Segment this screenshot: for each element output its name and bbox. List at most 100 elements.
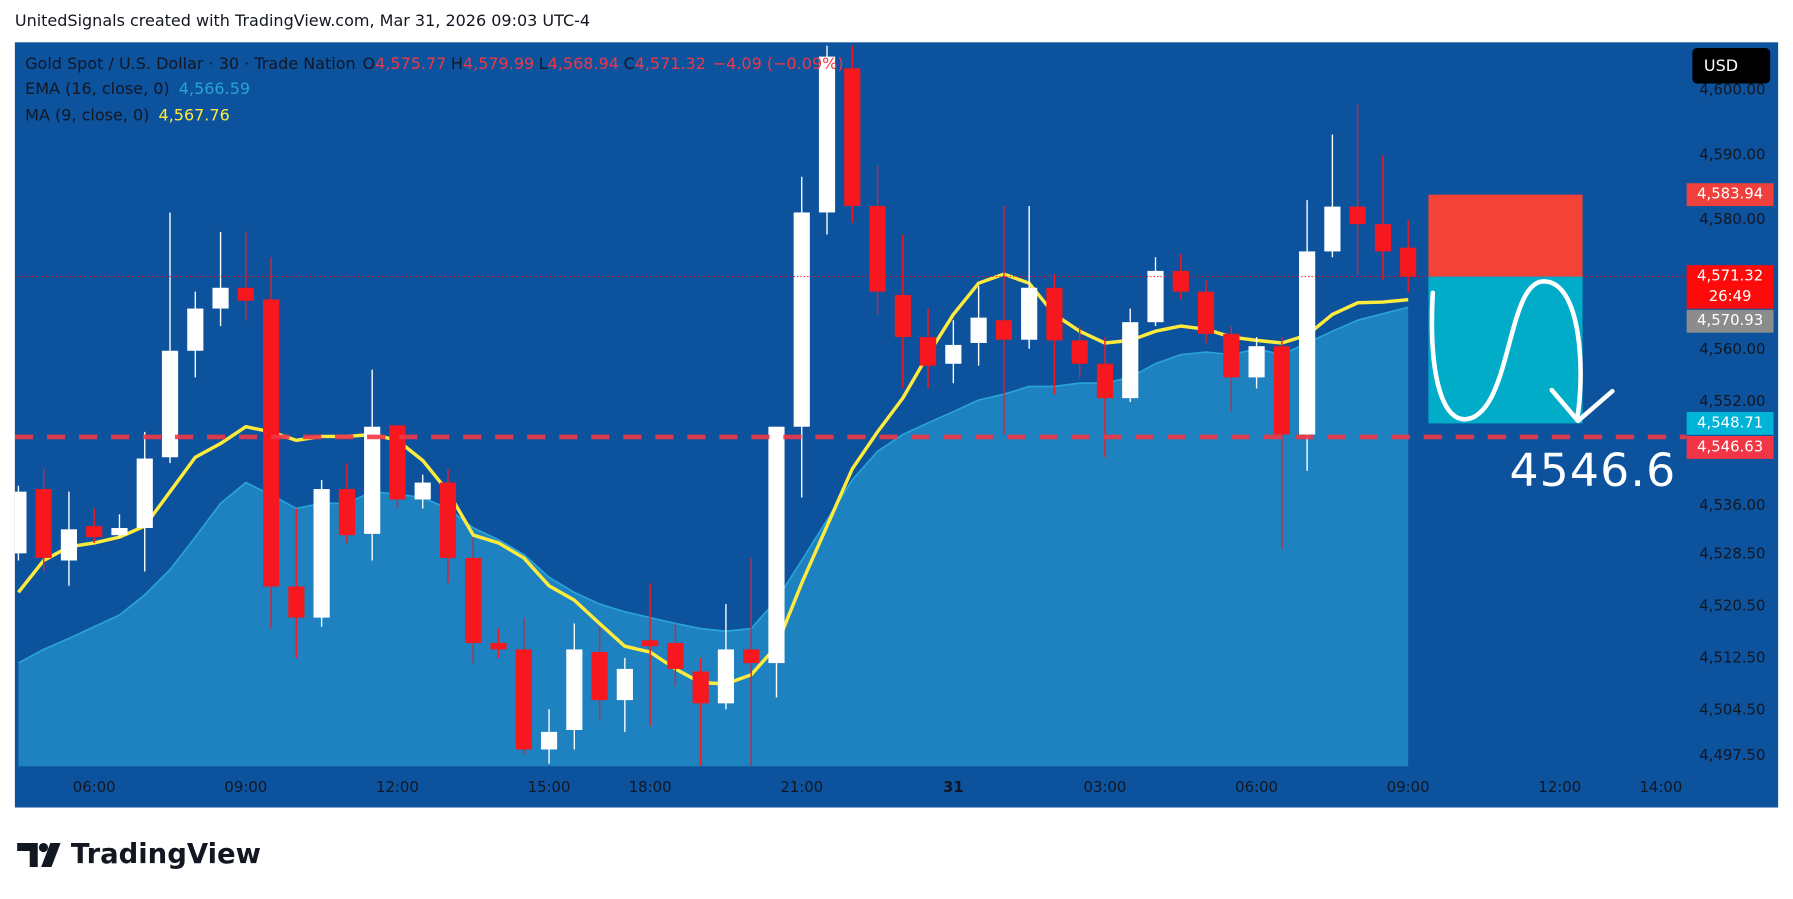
- x-tick-label: 12:00: [1538, 778, 1581, 796]
- drawn-arrowhead: [1549, 387, 1615, 424]
- y-tick-label: 4,520.50: [1699, 597, 1765, 615]
- symbol-title: Gold Spot / U.S. Dollar · 30 · Trade Nat…: [25, 54, 355, 73]
- candle-body: [1096, 363, 1114, 399]
- legend-ema: EMA (16, close, 0) 4,566.59: [25, 79, 250, 98]
- candle-body: [389, 425, 406, 500]
- candle-body: [844, 68, 861, 206]
- candle-body: [995, 320, 1012, 340]
- y-tick-label: 4,497.50: [1699, 746, 1765, 764]
- candle-body: [14, 491, 27, 554]
- x-tick-label: 09:00: [1387, 778, 1430, 796]
- candle-body: [1046, 287, 1063, 341]
- ohlc-field: H: [451, 54, 463, 73]
- candle-body: [1374, 224, 1392, 252]
- ohlc-field: L: [539, 54, 548, 73]
- annotation: 4546.6: [1509, 444, 1676, 497]
- ohlc-field: C: [623, 54, 634, 73]
- candle-body: [60, 529, 78, 561]
- y-tick-label: 4,528.50: [1699, 545, 1765, 563]
- countdown-label: 26:49: [1709, 287, 1752, 305]
- candle-body: [1071, 340, 1088, 364]
- y-tick-label: 4,552.00: [1699, 392, 1765, 410]
- candle-body: [692, 671, 709, 704]
- currency-label[interactable]: USD: [1704, 56, 1738, 75]
- indicator-line: [18, 306, 1409, 664]
- x-tick-label: 21:00: [780, 778, 823, 796]
- candle-body: [313, 489, 330, 618]
- candle-body: [970, 317, 987, 343]
- candle-body: [414, 482, 431, 500]
- candle-body: [945, 344, 962, 364]
- candle-body: [1021, 287, 1038, 340]
- indicator-value: 4,567.76: [159, 105, 230, 124]
- candle-body: [465, 557, 482, 643]
- logo-mark: [41, 842, 61, 867]
- candle-body: [540, 731, 558, 750]
- candle-body: [1299, 251, 1316, 435]
- price-label: 4,571.32: [1697, 267, 1763, 285]
- candle-body: [566, 649, 583, 730]
- candle-body: [743, 649, 760, 664]
- candle-body: [1324, 206, 1341, 252]
- price-label-box: [1686, 411, 1774, 435]
- candle-body: [187, 308, 204, 351]
- candle-body: [1197, 291, 1215, 334]
- price-label-box: [1686, 435, 1774, 459]
- x-tick-label: 14:00: [1639, 778, 1682, 796]
- currency-button[interactable]: [1692, 48, 1771, 84]
- overlay: 4546.6: [14, 194, 1687, 497]
- legend-ohlc: Gold Spot / U.S. Dollar · 30 · Trade Nat…: [25, 54, 843, 73]
- candle-body: [1172, 270, 1189, 292]
- candle-body: [818, 56, 836, 213]
- price-label-box: [1686, 309, 1774, 333]
- price-label: 4,548.71: [1697, 413, 1763, 431]
- x-tick-label: 06:00: [73, 778, 116, 796]
- candle-body: [717, 649, 735, 704]
- candle-body: [111, 528, 128, 536]
- y-tick-label: 4,590.00: [1699, 145, 1765, 163]
- y-tick-label: 4,504.50: [1699, 700, 1765, 718]
- x-tick-label: 18:00: [629, 778, 672, 796]
- ohlc-value: 4,571.32: [635, 54, 706, 73]
- ohlc-field: O: [362, 54, 375, 73]
- x-tick-label: 03:00: [1084, 778, 1127, 796]
- candle-body: [591, 652, 608, 701]
- candle-body: [439, 482, 457, 558]
- candle-body: [642, 640, 659, 647]
- x-tick-label: 06:00: [1235, 778, 1278, 796]
- candle-body: [894, 294, 911, 338]
- candle-body: [237, 287, 254, 301]
- price-label: 4,570.93: [1697, 311, 1763, 329]
- header: UnitedSignals created with TradingView.c…: [15, 11, 590, 30]
- candle-body: [364, 426, 381, 534]
- y-tick-label: 4,600.00: [1699, 80, 1765, 98]
- candle-body: [616, 668, 633, 701]
- candle-body: [869, 205, 886, 292]
- candle-body: [288, 586, 305, 618]
- indicator-area: [18, 307, 1409, 767]
- ohlc-values: O4,575.77 H4,579.99 L4,568.94 C4,571.32 −4.0…: [362, 54, 843, 73]
- logo-mark: [17, 842, 38, 867]
- candle-body: [161, 350, 179, 458]
- candle-body: [263, 299, 280, 587]
- candle-body: [667, 642, 684, 669]
- candle-body: [1223, 333, 1240, 378]
- candle-body: [793, 212, 810, 427]
- candle-body: [1273, 346, 1290, 435]
- price-label-box: [1686, 265, 1774, 309]
- price-label-box: [1686, 183, 1774, 207]
- y-tick-label: 4,580.00: [1699, 210, 1765, 228]
- candle-body: [490, 642, 507, 650]
- indicator-line: [17, 272, 1409, 686]
- logo-mark: [38, 842, 49, 853]
- legend-ma: MA (9, close, 0) 4,567.76: [25, 105, 230, 124]
- candle-body: [768, 426, 785, 664]
- x-tick-label: 09:00: [224, 778, 267, 796]
- footer-logo: TradingView: [17, 839, 261, 870]
- ohlc-value: 4,575.77: [375, 54, 446, 73]
- price-label: 4,546.63: [1697, 437, 1763, 455]
- candle-body: [515, 649, 532, 750]
- x-tick-label: 15:00: [528, 778, 571, 796]
- y-tick-label: 4,536.00: [1699, 496, 1765, 514]
